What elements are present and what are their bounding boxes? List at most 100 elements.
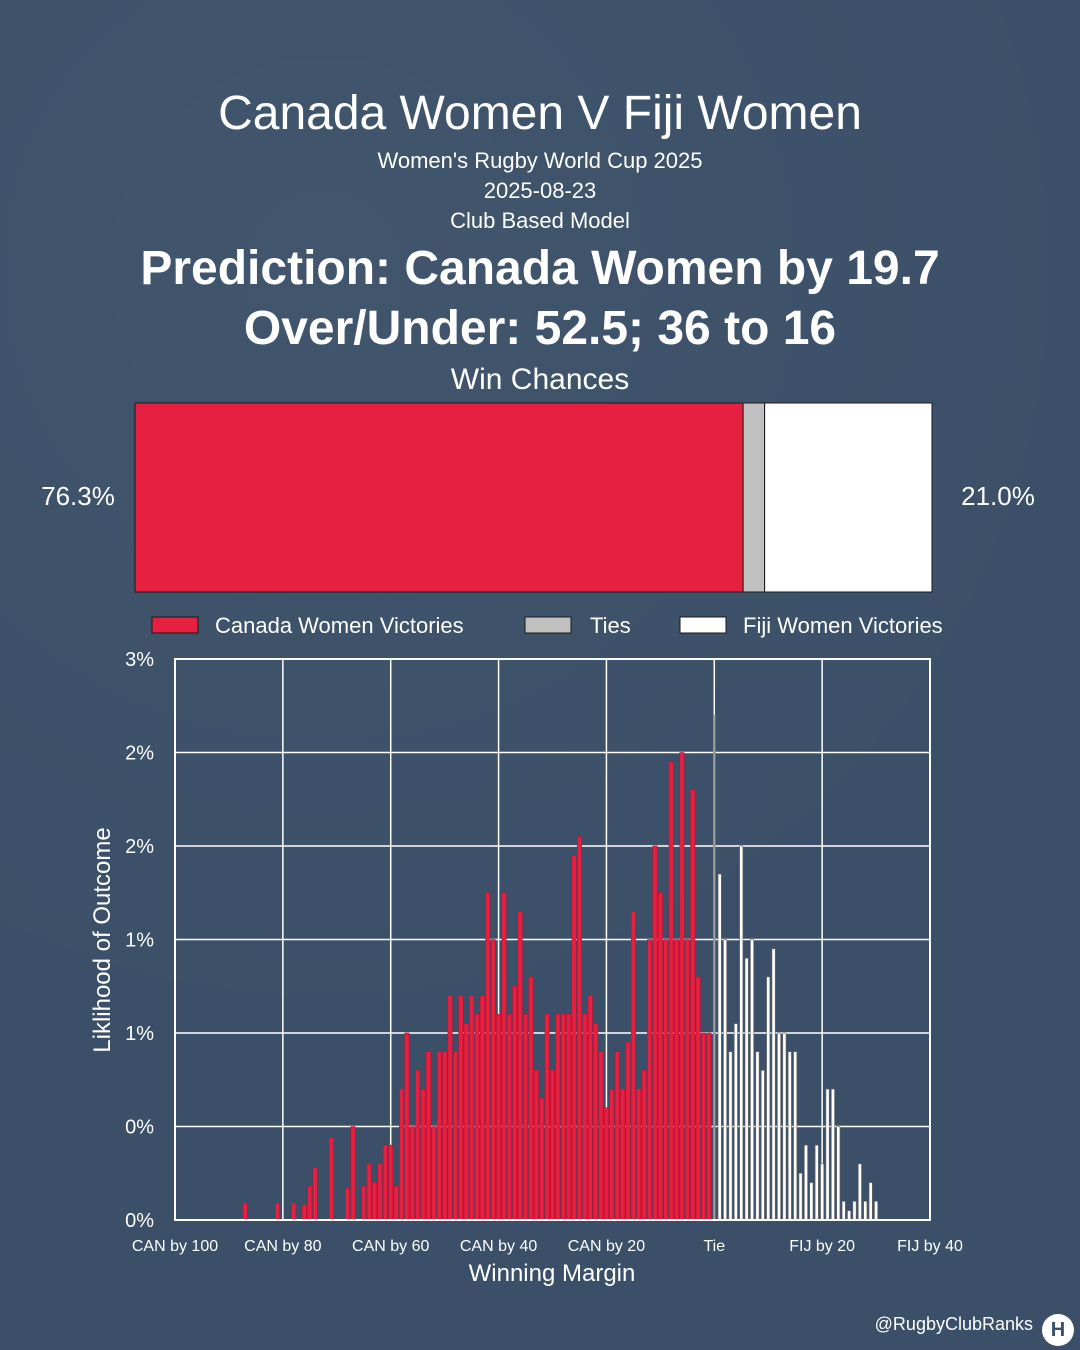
x-tick-label: FIJ by 20 <box>789 1238 855 1255</box>
bar-fiji-margin <box>868 1182 873 1221</box>
bar-canada-margin <box>706 1032 712 1221</box>
bar-fiji-margin <box>760 1070 765 1221</box>
bar-canada-margin <box>447 995 453 1221</box>
bar-fiji-margin <box>847 1210 852 1221</box>
bar-canada-margin <box>350 1126 356 1221</box>
bar-canada-margin <box>420 1088 426 1221</box>
bar-canada-margin <box>382 1144 388 1221</box>
bar-fiji-margin <box>787 1051 792 1221</box>
win-bar-ties <box>742 402 766 593</box>
bar-canada-margin <box>463 1023 469 1221</box>
bar-fiji-margin <box>809 1182 814 1221</box>
bar-fiji-margin <box>750 939 754 1221</box>
bar-canada-margin <box>485 892 491 1221</box>
bar-canada-margin <box>625 1042 631 1221</box>
legend-label-canada: Canada Women Victories <box>215 613 464 638</box>
bar-canada-margin <box>609 1088 615 1221</box>
bar-fiji-margin <box>820 1163 825 1221</box>
competition-name: Women's Rugby World Cup 2025 <box>377 148 703 173</box>
bar-canada-margin <box>496 1013 502 1221</box>
x-tick-label: CAN by 40 <box>460 1238 537 1255</box>
bar-canada-margin <box>426 1051 431 1221</box>
bar-fiji-margin <box>782 1032 787 1221</box>
bar-canada-margin <box>690 789 696 1221</box>
bar-canada-margin <box>393 1186 399 1221</box>
bar-canada-margin <box>550 1070 555 1221</box>
win-bar-fiji <box>764 402 933 593</box>
bar-canada-margin <box>614 1051 620 1221</box>
bar-canada-margin <box>328 1137 334 1221</box>
fiji-win-pct: 21.0% <box>961 481 1035 511</box>
x-tick-label: Tie <box>703 1238 725 1255</box>
bar-canada-margin <box>415 1070 421 1221</box>
bar-fiji-margin <box>836 1126 841 1221</box>
x-axis-label: Winning Margin <box>469 1260 636 1287</box>
bar-canada-margin <box>512 985 518 1221</box>
bar-fiji-margin <box>733 1023 738 1221</box>
chart-bars <box>242 714 878 1221</box>
bar-fiji-margin <box>723 939 727 1221</box>
bar-fiji-margin <box>831 1088 835 1221</box>
bar-canada-margin <box>539 1098 545 1221</box>
bar-fiji-margin <box>755 1051 760 1221</box>
x-tick-label: CAN by 60 <box>352 1238 429 1255</box>
bar-canada-margin <box>458 995 464 1221</box>
over-under-text: Over/Under: 52.5; 36 to 16 <box>243 302 837 355</box>
bar-canada-margin <box>399 1088 404 1221</box>
bar-canada-margin <box>501 892 507 1221</box>
plot-frame <box>174 658 931 1221</box>
bar-fiji-margin <box>852 1200 857 1221</box>
prediction-text: Prediction: Canada Women by 19.7 <box>140 242 940 295</box>
bar-canada-margin <box>647 939 653 1221</box>
bar-canada-margin <box>641 1070 647 1221</box>
win-bar-canada <box>134 402 744 593</box>
bar-canada-margin <box>528 976 534 1221</box>
bar-canada-margin <box>436 1051 442 1221</box>
y-tick-label: 1% <box>125 930 154 952</box>
bar-canada-margin <box>636 1088 642 1221</box>
bar-canada-margin <box>663 939 669 1221</box>
bar-canada-margin <box>566 1013 572 1221</box>
y-tick-label: 2% <box>125 743 154 765</box>
bar-canada-margin <box>684 939 690 1221</box>
bar-canada-margin <box>571 855 577 1221</box>
bar-canada-margin <box>301 1204 307 1221</box>
match-date: 2025-08-23 <box>483 178 597 203</box>
y-tick-label: 3% <box>125 649 154 671</box>
y-axis-label: Liklihood of Outcome <box>89 827 116 1052</box>
bar-tie <box>713 714 716 1221</box>
bar-canada-margin <box>431 1126 437 1221</box>
x-tick-label: CAN by 100 <box>132 1238 218 1255</box>
bar-canada-margin <box>630 911 636 1221</box>
bar-canada-margin <box>598 1051 604 1221</box>
bar-fiji-margin <box>874 1200 878 1221</box>
bar-fiji-margin <box>717 873 722 1221</box>
x-tick-label: CAN by 80 <box>244 1238 321 1255</box>
model-name: Club Based Model <box>450 208 630 233</box>
bar-canada-margin <box>668 761 674 1221</box>
bar-fiji-margin <box>814 1144 819 1221</box>
bar-canada-margin <box>652 845 658 1221</box>
win-chances-title: Win Chances <box>450 363 630 396</box>
win-chances-bar: 76.3% 21.0% Canada Women Victories Ties … <box>41 402 1035 638</box>
y-tick-label: 1% <box>125 1023 154 1045</box>
bar-fiji-margin <box>804 1144 808 1221</box>
bar-canada-margin <box>377 1163 383 1221</box>
bar-canada-margin <box>479 995 485 1221</box>
bar-canada-margin <box>582 1013 588 1221</box>
bar-canada-margin <box>506 1013 512 1221</box>
bar-fiji-margin <box>766 976 771 1221</box>
bar-canada-margin <box>388 1144 394 1221</box>
bar-canada-margin <box>372 1182 377 1221</box>
y-tick-label: 2% <box>125 836 154 858</box>
y-axis-ticks: 0% 0% 1% 1% 2% 2% 3% <box>125 649 154 1232</box>
legend-label-ties: Ties <box>590 613 631 638</box>
canada-win-pct: 76.3% <box>41 481 115 511</box>
legend-swatch-canada <box>151 616 199 634</box>
margin-distribution-chart: 0%0%1%1%2%2%3% CAN by 100 CAN by 80 CAN by… <box>89 649 963 1287</box>
bar-fiji-margin <box>771 948 776 1221</box>
bar-fiji-margin <box>857 1163 862 1221</box>
bar-canada-margin <box>657 892 663 1221</box>
bar-fiji-margin <box>841 1200 846 1221</box>
bar-canada-margin <box>307 1186 313 1221</box>
